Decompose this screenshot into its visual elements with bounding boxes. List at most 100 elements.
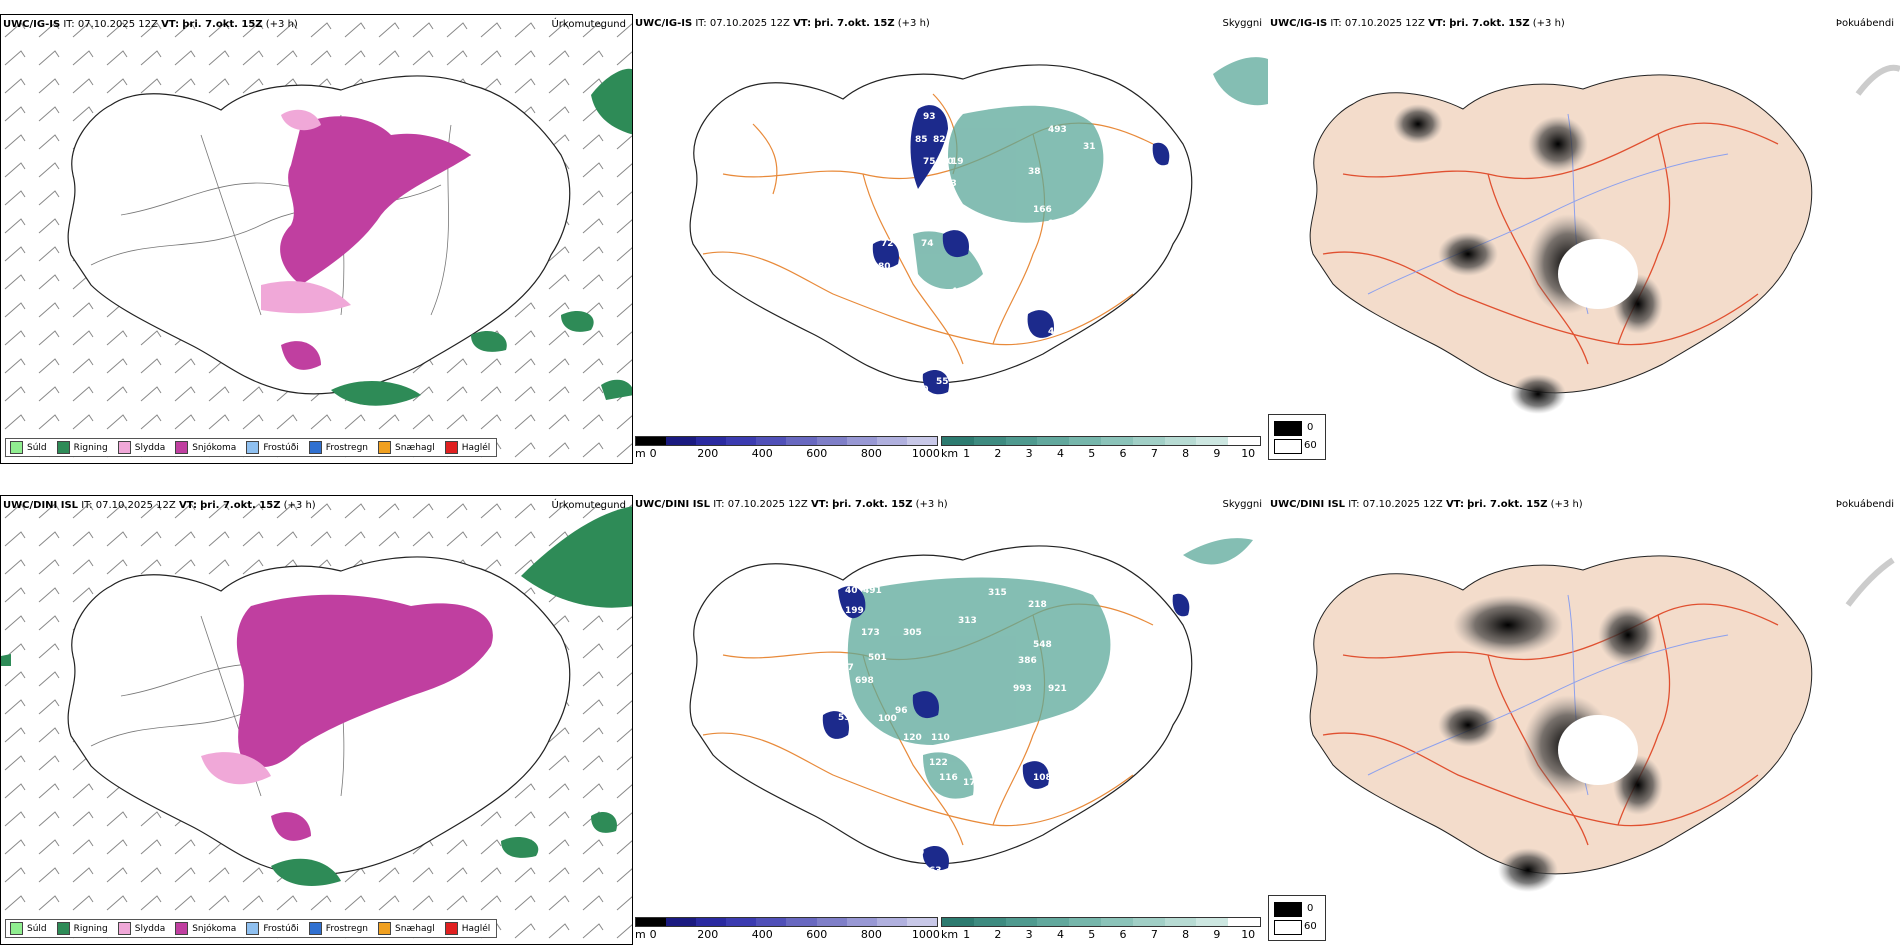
cloud-height-label: 315 (988, 588, 1007, 598)
colorbar-segment (1100, 918, 1133, 926)
cloud-height-label: 17 (963, 778, 976, 788)
colorbar-segment (1005, 918, 1038, 926)
fog-legend-black-swatch (1274, 421, 1302, 436)
colorbar-tick-label: 1000 (911, 928, 940, 941)
colorbar-tick-label: 3 (1025, 447, 1033, 460)
cloud-height-label: 491 (863, 586, 882, 596)
cloud-height-label: 85 (915, 135, 928, 145)
fog-legend: 0 60 (1268, 895, 1326, 941)
colorbar-tick-label: 2 (994, 928, 1002, 941)
colorbar-segment (1228, 918, 1260, 926)
fog-panel-row1: UWC/IG-IS IT: 07.10.2025 12Z VT: þri. 7.… (1268, 14, 1900, 464)
fog-map-row1 (1309, 64, 1900, 414)
colorbar-tick-label: 10 (1241, 928, 1256, 941)
colorbar-segment (906, 918, 937, 926)
legend-item-haglel: Haglél (444, 922, 490, 935)
cloud-height-label: 63 (978, 257, 991, 267)
visibility-colorbar: km 1 2 3 4 5 6 7 8 9 10 (941, 917, 1261, 941)
colorbar-segment (973, 918, 1006, 926)
cloud-height-label: 120 (903, 733, 922, 743)
cloud-height-label: 72 (881, 239, 894, 249)
colorbar-tick-label: 200 (697, 447, 719, 460)
cloud-height-label: 12 (978, 307, 991, 317)
colorbar-tick-label: 8 (1182, 447, 1190, 460)
precip-legend: Súld Rigning Slydda Snjókoma Frostúði Fr… (5, 438, 498, 457)
colorbar-segment (1164, 437, 1197, 445)
legend-item-snaehagl: Snæhagl (378, 441, 435, 454)
cloud-height-label: 88 (901, 367, 914, 377)
colorbar-segment (1037, 918, 1070, 926)
colorbar-segment (1196, 437, 1229, 445)
cloud-height-label: 993 (1013, 684, 1032, 694)
cloud-navy-areas (872, 105, 1170, 395)
colorbar-segment (846, 918, 877, 926)
cloud-height-label: 75 (923, 157, 936, 167)
precip-rain-areas (1, 506, 632, 886)
cloud-height-label: 74 (921, 239, 934, 249)
fog-legend-white-swatch (1274, 920, 1302, 935)
colorbar-tick-label: 5 (1088, 928, 1096, 941)
legend-item-frostudi: Frostúði (246, 441, 299, 454)
colorbar-tick-label: 0 (649, 447, 657, 460)
cloud-height-label: 386 (1018, 656, 1037, 666)
cloud-height-label: 122 (983, 287, 1002, 297)
legend-item-frostregn: Frostregn (308, 922, 368, 935)
cloud-height-label: 16 (943, 99, 956, 109)
colorbar-segment (1037, 437, 1070, 445)
fog-legend-white-swatch (1274, 439, 1302, 454)
colorbar-segment (1132, 918, 1165, 926)
cloud-height-label: 298 (1013, 225, 1032, 235)
legend-item-snjokoma: Snjókoma (175, 441, 236, 454)
cloud-height-label: 48 (1048, 327, 1061, 337)
colorbar-tick-label: 6 (1119, 447, 1127, 460)
cloud-height-label: 313 (958, 616, 977, 626)
cloud-height-label: 41 (1043, 791, 1056, 801)
colorbar-tick-label: 200 (697, 928, 719, 941)
colorbar-tick-label: 400 (751, 928, 773, 941)
cloud-height-label: 8 (903, 167, 909, 177)
colorbar-segment (636, 437, 667, 445)
fog-legend-black-swatch (1274, 902, 1302, 917)
cloud-height-label: 218 (1028, 600, 1047, 610)
cloud-height-label: 988 (1048, 219, 1067, 229)
colorbar-segment (666, 437, 697, 445)
colorbar-segment (816, 437, 847, 445)
legend-item-rigning: Rigning (56, 922, 108, 935)
cloud-height-label: 199 (845, 606, 864, 616)
cloud-height-label: 60 (916, 385, 929, 395)
colorbar-tick-label: 0 (649, 928, 657, 941)
precip-map-row1 (1, 15, 632, 463)
legend-item-sudd: Súld (10, 922, 47, 935)
cloud-height-labels: 40 491 199 127 173 501 305 315 218 313 548 386 993 92… (825, 586, 1067, 886)
cloud-height-colorbar: m 0 200 400 600 800 1000 (635, 917, 940, 941)
precip-map-row2 (1, 496, 632, 944)
cloud-height-label: 40 (845, 586, 858, 596)
colorbar-segment (666, 918, 697, 926)
colorbar-segment (942, 437, 974, 445)
colorbar-tick-label: 5 (1088, 447, 1096, 460)
legend-item-snjokoma: Snjókoma (175, 922, 236, 935)
cloud-height-label: 9 (918, 848, 924, 858)
colorbar-segment (876, 918, 907, 926)
colorbar-segment (786, 918, 817, 926)
colorbar-tick-label: 7 (1150, 928, 1158, 941)
colorbar-tick-label: 1 (963, 447, 971, 460)
cloud-height-label: 163 (938, 179, 957, 189)
fog-dark-areas (1438, 595, 1663, 892)
colorbar-segment (1196, 918, 1229, 926)
cloud-height-label: 6 (908, 352, 914, 362)
colorbar-tick-label: 1000 (911, 447, 940, 460)
cloud-height-label: 80 (878, 262, 891, 272)
colorbar-tick-label: 10 (1241, 447, 1256, 460)
colorbar-segment (1100, 437, 1133, 445)
colorbar-segment (1069, 918, 1101, 926)
colorbar-tick-label: 400 (751, 447, 773, 460)
legend-item-frostudi: Frostúði (246, 922, 299, 935)
cloud-height-label: 493 (1048, 125, 1067, 135)
cloud-height-label: 38 (1028, 167, 1041, 177)
precip-rain-areas (331, 68, 632, 406)
cloud-teal-areas (913, 57, 1268, 289)
cloud-height-label: 548 (1033, 640, 1052, 650)
